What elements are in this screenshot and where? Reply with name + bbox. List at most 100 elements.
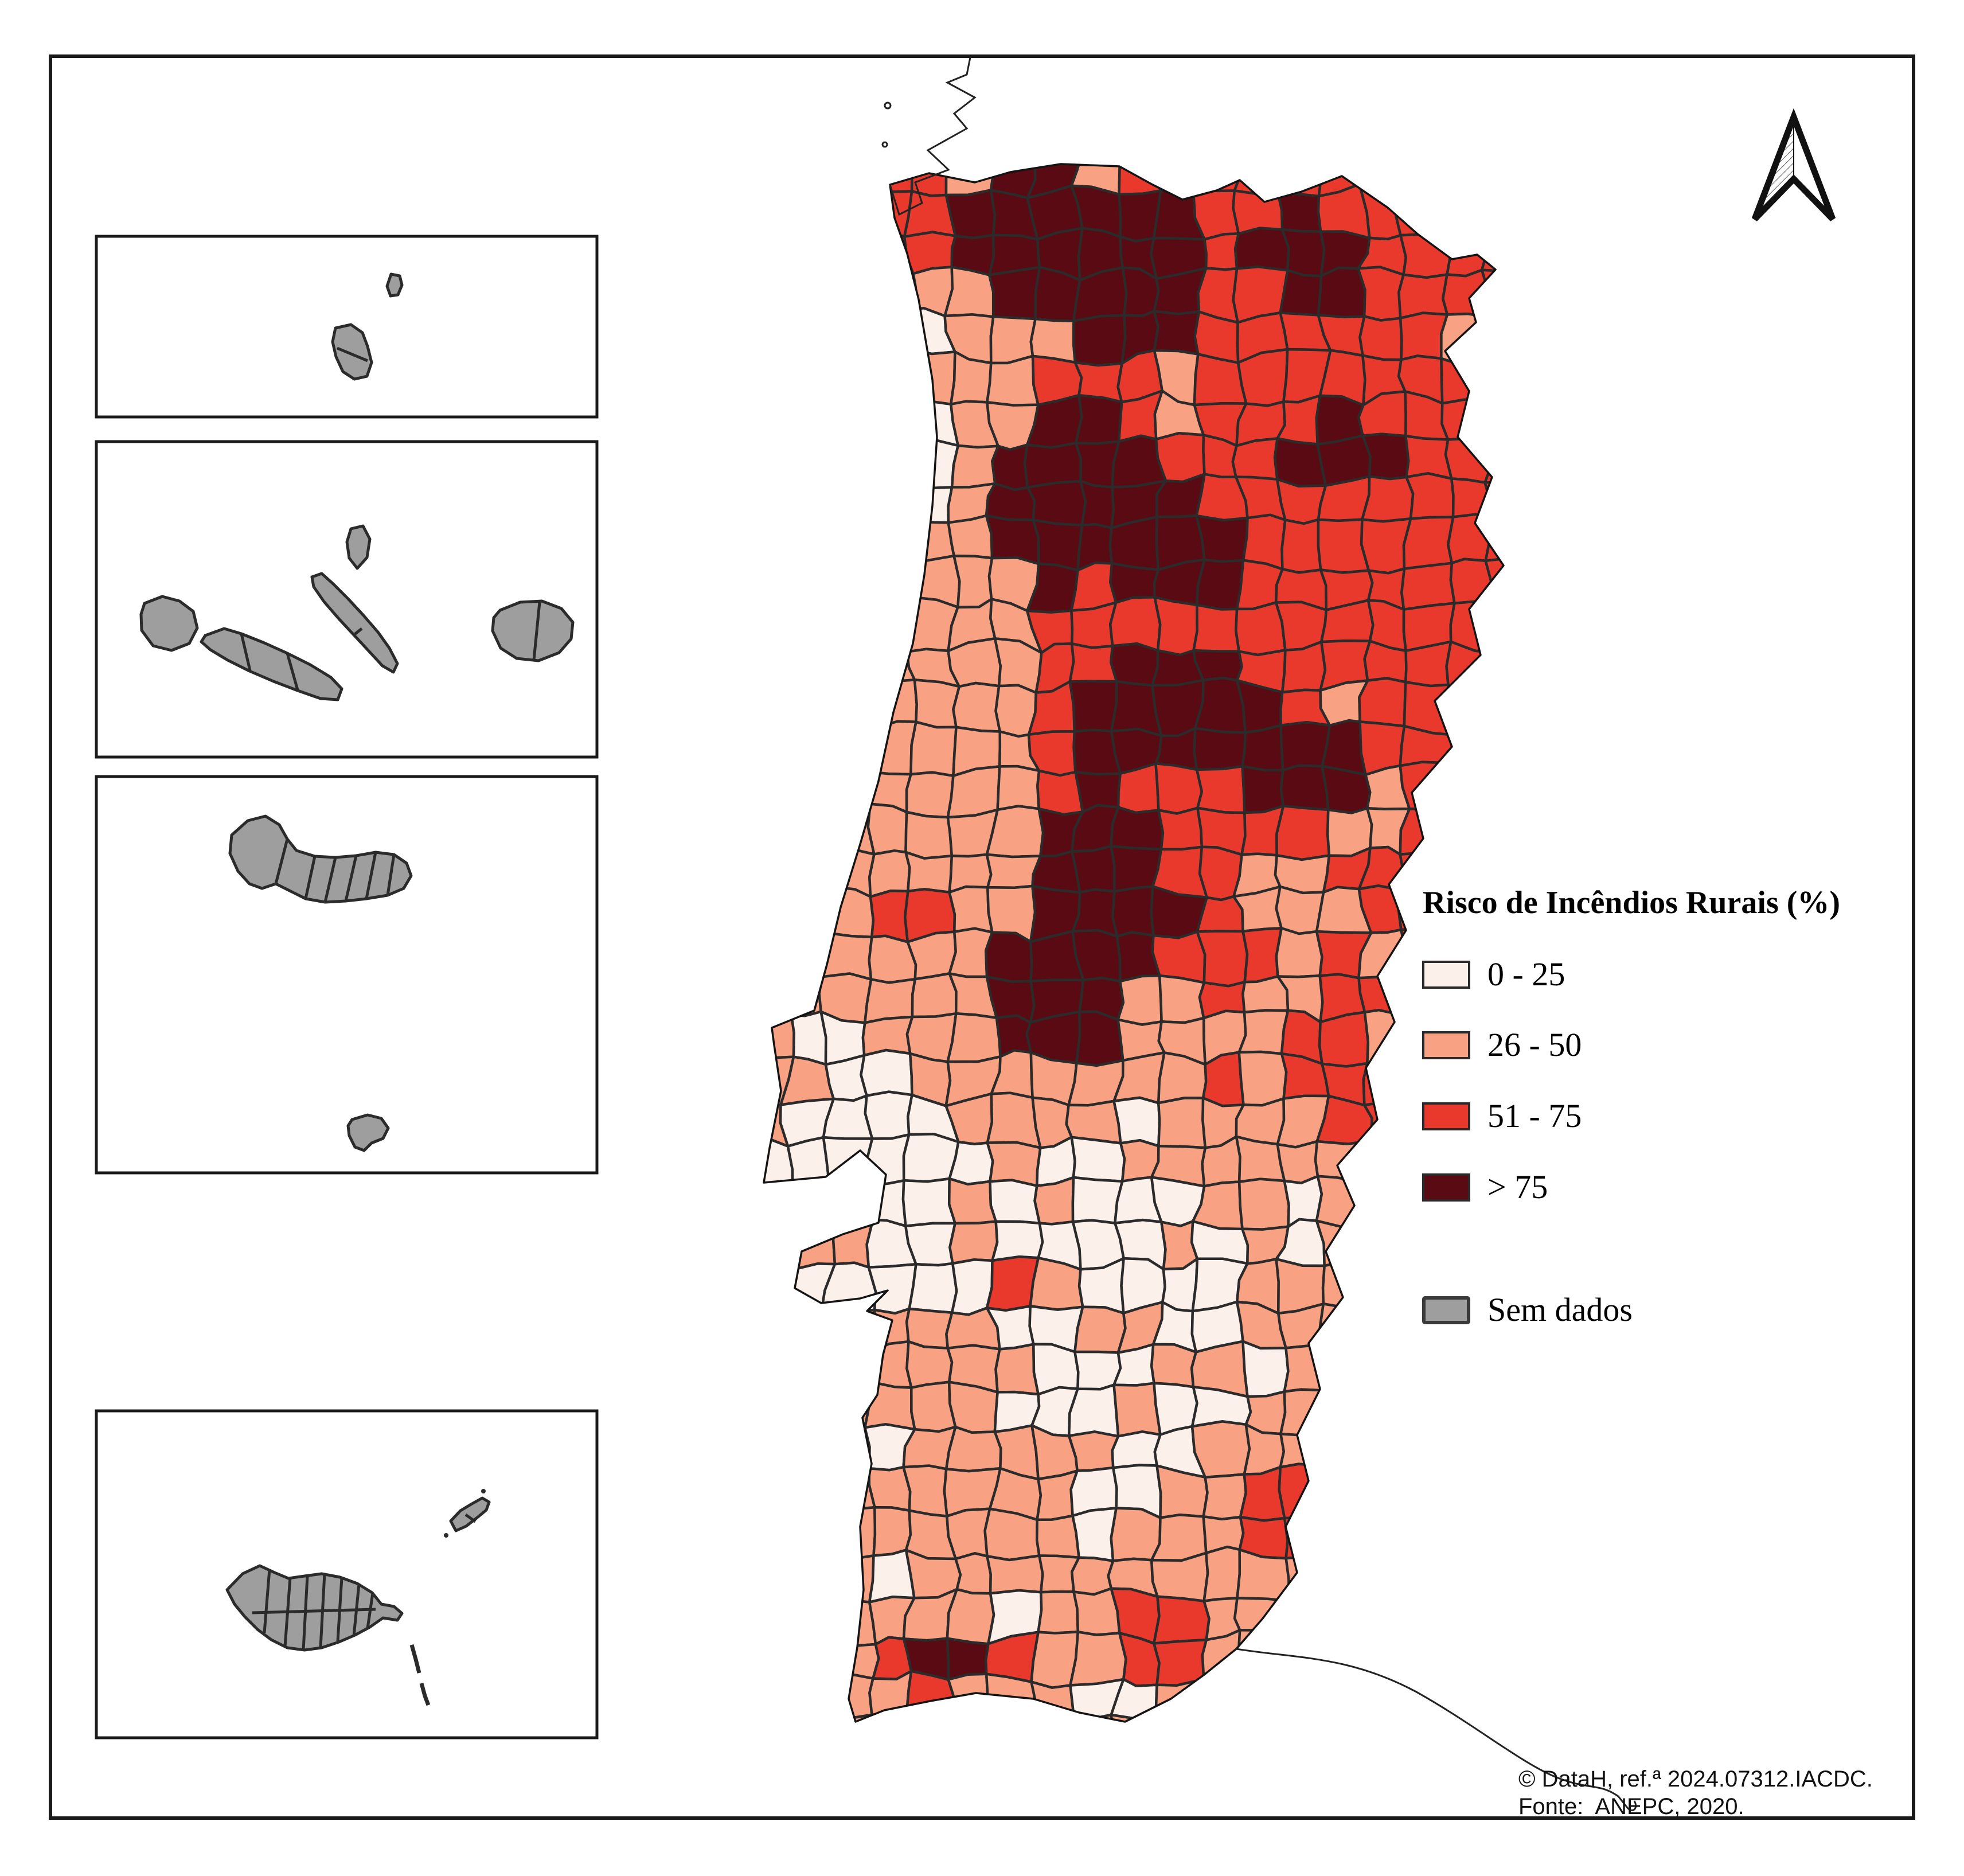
municipality — [944, 189, 997, 240]
legend-swatch-26-50 — [1422, 1031, 1470, 1059]
legend-swatch-gt-75 — [1422, 1173, 1470, 1202]
municipality — [1276, 394, 1322, 446]
island-division — [274, 838, 289, 884]
municipality — [904, 851, 954, 894]
municipality — [1192, 187, 1240, 241]
municipality — [1158, 974, 1206, 1024]
island-division — [302, 1575, 309, 1651]
municipality — [1402, 516, 1455, 570]
municipality — [1239, 1465, 1286, 1522]
municipality — [909, 720, 958, 777]
municipality — [948, 1140, 994, 1186]
municipality — [904, 810, 954, 860]
inset-box-2 — [95, 440, 599, 759]
legend-item-0-25: 0 - 25 — [1422, 958, 1565, 991]
municipality — [1069, 1631, 1127, 1687]
island — [345, 524, 372, 570]
municipality — [1037, 1590, 1080, 1635]
municipality — [986, 1554, 1044, 1595]
municipality — [947, 1672, 989, 1719]
island-division — [353, 627, 363, 636]
attribution: © DataH, ref.ª 2024.07312.IACDC. Fonte: … — [1518, 1765, 1873, 1820]
municipality — [1397, 273, 1449, 319]
municipality — [946, 1588, 995, 1645]
municipality — [948, 1220, 999, 1265]
municipality — [1241, 724, 1284, 772]
municipality — [1196, 930, 1249, 988]
municipality — [946, 1507, 991, 1561]
municipality — [1315, 1175, 1372, 1228]
municipality — [864, 1090, 913, 1140]
municipality — [1116, 974, 1163, 1026]
municipality — [1067, 1383, 1120, 1438]
municipality — [1321, 765, 1372, 814]
municipality — [943, 266, 995, 318]
municipality — [944, 164, 995, 197]
municipality — [860, 1048, 913, 1097]
municipality — [1195, 765, 1246, 814]
municipality — [1399, 760, 1455, 817]
island — [139, 595, 199, 652]
municipality — [911, 972, 958, 1019]
island-division — [263, 1569, 271, 1633]
municipality — [1279, 1388, 1326, 1437]
island — [310, 572, 399, 674]
municipality — [872, 1506, 912, 1557]
municipality — [1484, 516, 1504, 565]
municipality — [1110, 1507, 1162, 1562]
legend-item-51-75: 51 - 75 — [1422, 1099, 1582, 1133]
municipality — [1399, 808, 1455, 856]
island — [449, 1496, 491, 1532]
municipality — [948, 885, 994, 934]
municipality — [1153, 596, 1198, 657]
municipality — [864, 1380, 916, 1431]
municipality — [823, 885, 875, 939]
island-desertas — [419, 1683, 431, 1706]
municipality — [946, 1012, 1002, 1063]
municipality — [784, 1217, 837, 1272]
municipality — [1153, 310, 1201, 356]
municipality — [1202, 1545, 1241, 1602]
municipality — [1157, 1097, 1207, 1149]
municipality — [1150, 1551, 1209, 1602]
municipality — [1190, 1420, 1251, 1479]
municipality — [1358, 315, 1403, 361]
municipality — [1405, 472, 1455, 520]
municipality — [1073, 1305, 1127, 1354]
island-division — [286, 653, 299, 691]
municipality — [1110, 642, 1159, 687]
municipality — [1404, 640, 1452, 688]
municipality — [861, 164, 915, 193]
municipality — [901, 1177, 956, 1227]
island — [200, 627, 343, 701]
municipality — [1237, 1009, 1290, 1055]
municipality — [1317, 266, 1366, 319]
north-arrow-icon — [1751, 108, 1836, 221]
municipality — [819, 1308, 877, 1354]
municipality — [820, 802, 876, 856]
municipality — [870, 1712, 912, 1722]
spain-south-coastline — [1236, 1648, 1637, 1811]
legend-label: 0 - 25 — [1487, 955, 1565, 993]
municipality — [1079, 479, 1115, 529]
municipality — [1321, 1261, 1371, 1309]
municipality — [986, 354, 1040, 407]
legend-label: 51 - 75 — [1487, 1097, 1582, 1134]
municipality — [908, 1262, 958, 1314]
municipality — [1070, 1136, 1126, 1183]
municipality — [1284, 1547, 1324, 1606]
island-division — [532, 602, 541, 661]
municipality — [1275, 804, 1331, 861]
island-division — [386, 854, 396, 896]
island-desertas — [409, 1644, 421, 1674]
north-arrow-outline — [1751, 108, 1836, 221]
municipality — [1071, 1507, 1118, 1562]
municipality — [946, 765, 1001, 819]
municipality — [1241, 765, 1285, 814]
legend-label: 26 - 50 — [1487, 1026, 1582, 1063]
municipality — [1075, 1010, 1124, 1067]
municipality — [823, 1711, 878, 1722]
municipality — [1280, 518, 1322, 574]
municipality — [1033, 1176, 1075, 1226]
